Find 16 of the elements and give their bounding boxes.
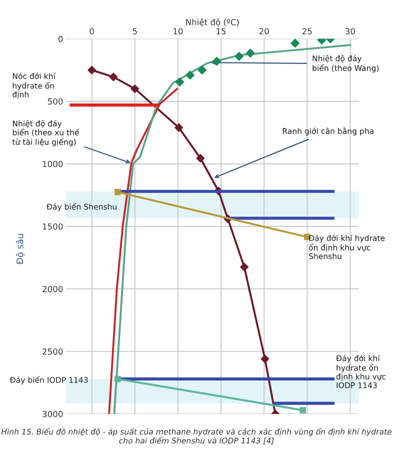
y-axis-title: Độ sâu: [16, 234, 25, 265]
x-tick-label: 30: [346, 28, 355, 34]
x-axis-title: Nhiệt độ (ºC): [186, 18, 239, 27]
x-tick-label: 15: [216, 28, 226, 34]
y-tick-label: 1000: [42, 160, 63, 168]
y-tick-label: 1500: [42, 223, 63, 230]
x-tick-label: 0: [90, 28, 94, 34]
y-tick-label: 500: [48, 98, 63, 105]
y-tick-label: 2000: [42, 286, 63, 292]
y-tick-label: 2500: [42, 348, 63, 355]
x-tick-label: 5: [132, 28, 137, 34]
x-tick-label: 10: [174, 28, 183, 34]
y-tick-label: 3000: [42, 410, 63, 418]
x-tick-label: 25: [302, 28, 312, 34]
x-tick-label: 20: [259, 28, 269, 34]
y-tick-label: 0: [58, 36, 63, 42]
